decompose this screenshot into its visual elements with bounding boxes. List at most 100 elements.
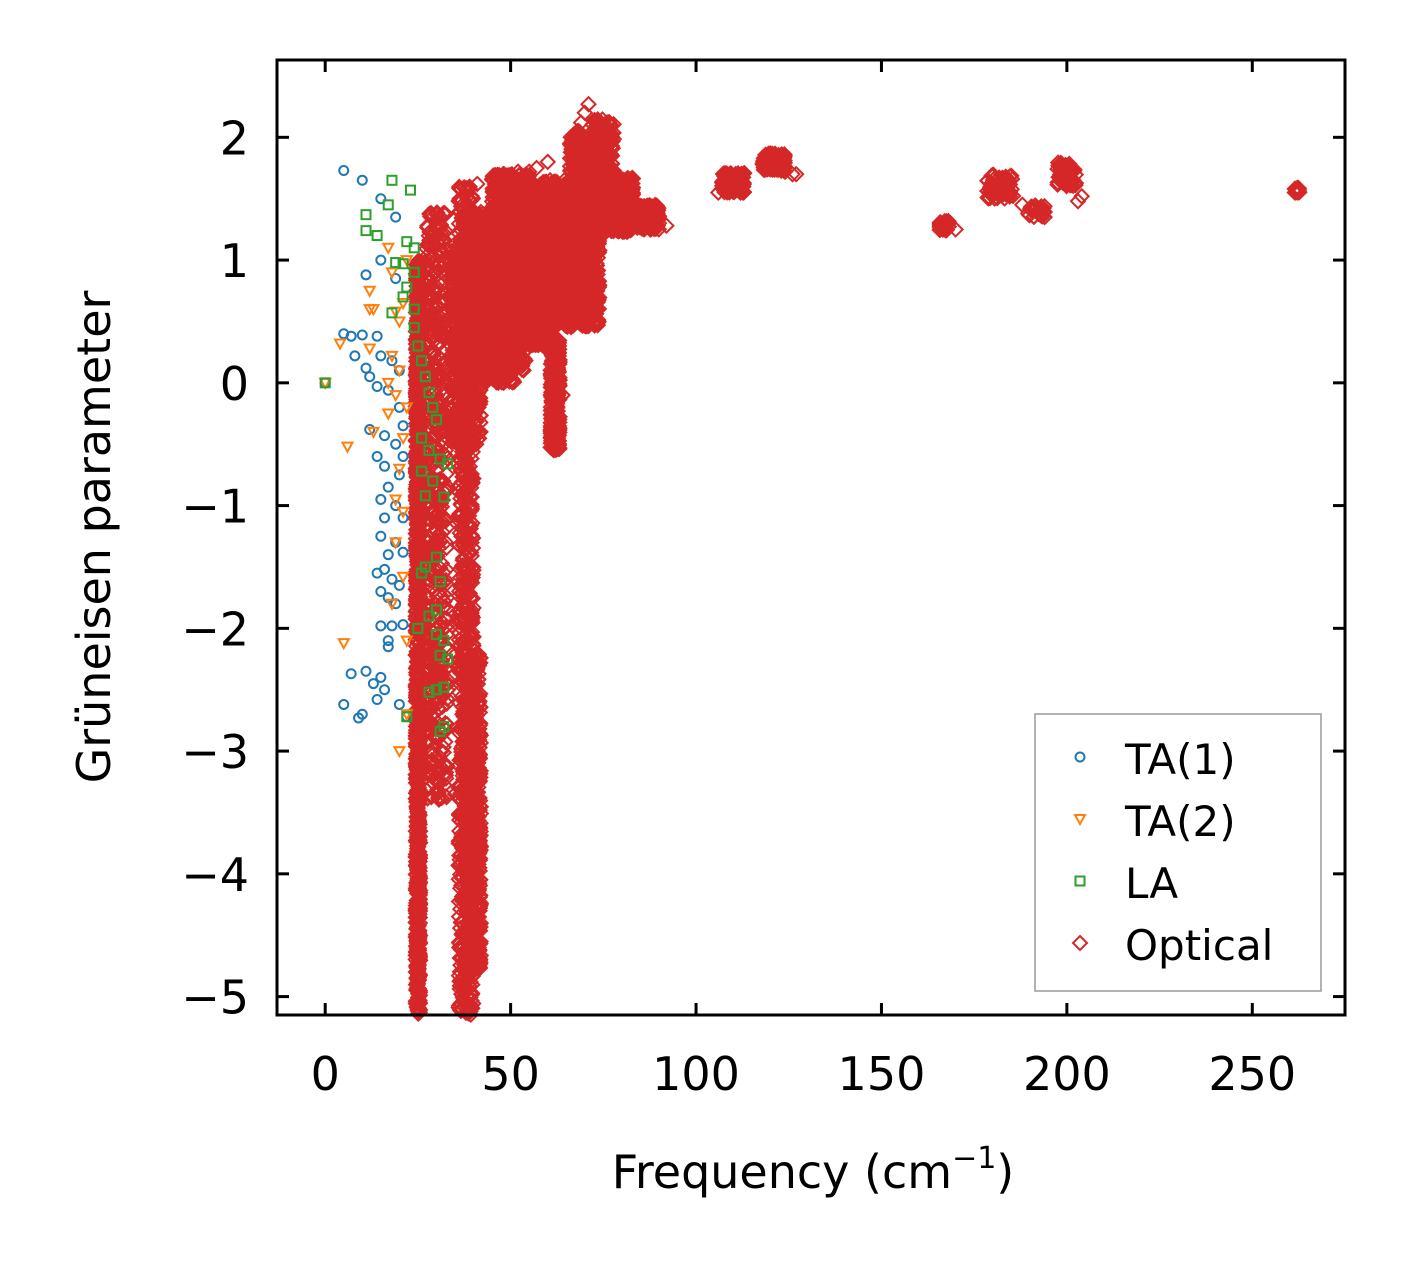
point-optical — [464, 696, 482, 714]
point-optical — [460, 473, 478, 491]
point-optical — [417, 734, 435, 752]
data-points — [318, 95, 1308, 1023]
point-optical — [407, 525, 425, 543]
point-optical — [460, 651, 478, 669]
point-optical — [465, 892, 483, 909]
point-optical — [434, 233, 452, 251]
point-optical — [407, 947, 425, 964]
point-optical — [430, 209, 448, 227]
point-optical — [407, 790, 425, 808]
point-optical — [407, 323, 425, 341]
point-optical — [431, 334, 449, 352]
point-optical — [421, 319, 439, 337]
point-optical — [461, 573, 479, 591]
point-optical — [437, 637, 455, 655]
point-optical — [451, 618, 469, 636]
point-optical — [430, 788, 448, 806]
point-optical — [435, 743, 453, 761]
point-optical — [431, 559, 449, 577]
point-optical — [417, 769, 435, 787]
point-optical — [433, 450, 451, 468]
point-optical — [431, 323, 449, 340]
point-optical — [457, 586, 475, 603]
point-optical — [430, 423, 448, 441]
point-optical — [426, 524, 443, 542]
point-optical — [434, 513, 451, 531]
point-optical — [419, 495, 437, 513]
point-optical — [472, 838, 490, 856]
point-optical — [469, 660, 486, 678]
point-optical — [467, 918, 485, 936]
point-optical — [410, 861, 428, 878]
point-optical — [411, 927, 429, 945]
point-optical — [407, 382, 425, 400]
point-optical — [408, 876, 426, 894]
point-optical — [469, 384, 487, 402]
point-optical — [461, 824, 479, 842]
point-optical — [420, 252, 438, 269]
point-optical — [462, 544, 480, 561]
point-optical — [447, 318, 464, 336]
point-optical — [407, 341, 425, 358]
point-optical — [434, 455, 452, 473]
point-optical — [461, 722, 479, 739]
point-optical — [419, 658, 437, 676]
point-optical — [447, 325, 465, 343]
point-optical — [469, 686, 487, 703]
point-optical — [456, 488, 474, 506]
point-optical — [455, 990, 473, 1008]
point-optical — [435, 776, 453, 794]
point-optical — [409, 748, 427, 765]
point-optical — [437, 766, 455, 784]
point-optical — [463, 611, 481, 629]
point-optical — [417, 700, 435, 718]
point-optical — [445, 406, 463, 424]
point-optical — [454, 551, 472, 569]
point-optical — [463, 475, 481, 492]
point-optical — [430, 585, 448, 603]
point-optical — [420, 557, 438, 575]
point-optical — [421, 503, 439, 521]
point-optical — [470, 880, 488, 898]
point-optical — [420, 602, 438, 619]
point-optical — [409, 894, 427, 912]
point-optical — [470, 694, 488, 712]
point-optical — [430, 665, 448, 683]
point-optical — [471, 423, 489, 441]
point-optical — [410, 929, 428, 947]
point-optical — [432, 326, 450, 344]
point-optical — [461, 732, 479, 750]
point-optical — [424, 314, 441, 332]
point-optical — [419, 217, 436, 235]
point-optical — [407, 384, 425, 402]
point-optical — [445, 332, 462, 350]
point-optical — [463, 500, 481, 518]
point-optical — [458, 598, 476, 615]
point-optical — [471, 716, 489, 734]
point-optical — [456, 392, 474, 410]
point-optical — [435, 592, 453, 610]
point-optical — [459, 810, 476, 828]
point-optical — [417, 575, 435, 593]
point-optical — [416, 409, 434, 427]
point-optical — [408, 912, 426, 930]
point-optical — [408, 994, 426, 1012]
point-optical — [428, 726, 446, 744]
point-optical — [467, 710, 485, 728]
point-optical — [408, 506, 426, 524]
point-optical — [426, 755, 444, 773]
point-optical — [410, 908, 428, 926]
point-optical — [438, 575, 455, 593]
point-optical — [409, 576, 427, 594]
point-optical — [460, 507, 478, 525]
point-optical — [437, 757, 455, 775]
point-optical — [427, 544, 444, 561]
point-optical — [430, 416, 448, 434]
point-optical — [460, 564, 478, 582]
point-optical — [471, 393, 489, 410]
point-optical — [449, 394, 467, 412]
point-optical — [420, 510, 438, 528]
point-optical — [423, 787, 441, 805]
point-optical — [450, 536, 468, 554]
